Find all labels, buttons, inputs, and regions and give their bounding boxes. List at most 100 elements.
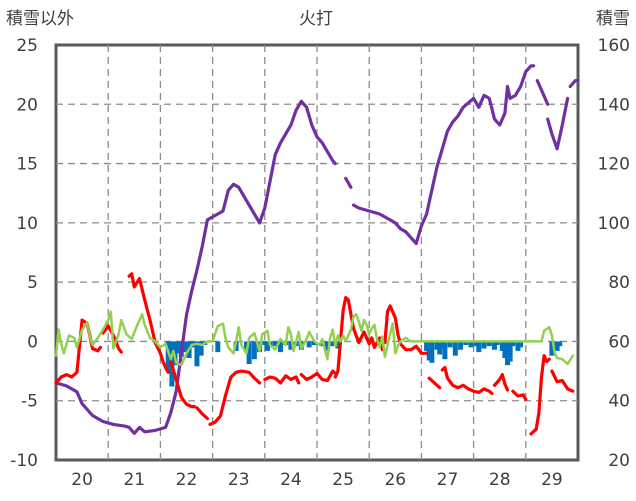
snowfall-bar [174,341,180,354]
snowfall-bar [442,341,448,360]
snowfall-bar [518,341,524,348]
snowfall-bar [481,341,487,349]
snowfall-bar [473,341,479,347]
snowfall-bar [557,341,563,347]
x-tick-label: 24 [280,470,302,490]
x-tick-label: 23 [228,470,250,490]
snowfall-bar [468,341,474,348]
series-1-line [169,360,196,409]
right-axis-label: 積雪 [596,9,630,29]
snowfall-bar [505,341,511,366]
snowfall-bar [426,341,432,361]
series-1-line [427,376,442,390]
x-tick-label: 29 [541,470,563,490]
series-1-line [529,354,551,436]
snowfall-bar [194,341,200,367]
left-tick-label: -5 [21,392,38,412]
snowfall-bar [491,341,497,350]
snowfall-bar [288,341,294,350]
series-2-line [54,310,575,367]
series-1-line [550,369,575,393]
tick-labels: 25 20 15 10 5 0 -5 -10 160 140 120 100 80 60 40 20 20 21 2… [10,36,630,490]
snowfall-bar [311,341,317,345]
left-axis-label: 積雪以外 [6,9,74,29]
snowfall-bar [215,341,221,353]
x-tick-label: 21 [123,470,145,490]
snowfall-bar [429,341,435,363]
series-0-line [54,99,337,435]
right-tick-label: 160 [598,36,630,56]
series-0-line [344,176,353,189]
series-0-line [546,96,570,151]
right-tick-label: 60 [608,332,630,352]
snowfall-bar [486,341,492,347]
snowfall-bar [165,341,171,372]
snowfall-bar [549,341,555,356]
series-0-line [351,64,536,246]
right-tick-label: 20 [608,451,630,471]
snowfall-bar [447,341,453,348]
snowfall-bar [306,341,312,348]
snowfall-bar [437,341,443,355]
snowfall-bar [502,341,508,359]
right-tick-label: 80 [608,273,630,293]
snowfall-bar [277,341,283,353]
snowfall-bar [499,341,505,351]
chart-title: 火打 [299,9,333,29]
grid [56,45,578,460]
snowfall-bar [324,341,330,351]
right-tick-label: 100 [598,214,630,234]
snowfall-bar [452,341,458,356]
series-lines [54,64,580,436]
series-0-line [568,79,580,89]
snowfall-bar [262,341,268,345]
x-tick-label: 28 [489,470,511,490]
x-tick-label: 20 [71,470,93,490]
series-1-line [263,374,301,385]
snowfall-bar [335,341,341,349]
left-tick-label: 20 [16,95,38,115]
right-tick-label: 140 [598,95,630,115]
left-tick-label: 15 [16,155,38,175]
snowfall-bar [507,341,513,362]
snowfall-bar [424,341,430,351]
snowfall-bar [494,341,500,345]
snowfall-bar [182,341,188,353]
snowfall-bar [554,341,560,351]
series-1-line [208,369,262,426]
x-tick-label: 26 [384,470,406,490]
snowfall-bar [515,341,521,351]
snowfall-bar [198,341,204,356]
snowfall-bar [330,341,336,347]
series-1-line [195,406,209,421]
x-tick-label: 25 [332,470,354,490]
snowfall-bar [510,341,516,347]
series-1-line [440,365,494,396]
snowfall-bar [434,341,440,350]
left-tick-label: -10 [10,451,38,471]
snowfall-bar [458,341,464,350]
series-1-line [127,272,170,374]
series-1-line [54,318,102,385]
right-tick-label: 120 [598,155,630,175]
left-tick-label: 5 [27,273,38,293]
snowfall-bar [264,341,270,351]
snowfall-bar [439,341,445,349]
series-1-line [492,373,510,392]
x-tick-label: 22 [176,470,198,490]
series-0-line [535,79,550,106]
snowfall-bar [251,341,257,360]
right-tick-label: 40 [608,392,630,412]
series-1-line [511,389,528,402]
left-tick-label: 25 [16,36,38,56]
snowfall-bar [476,341,482,353]
series-1-line [333,296,384,379]
snowfall-bar [246,341,252,364]
left-tick-label: 10 [16,214,38,234]
series-1-line [299,369,337,383]
snowfall-bar [463,341,469,345]
left-tick-label: 0 [27,332,38,352]
snowfall-bar [272,341,278,347]
x-tick-label: 27 [437,470,459,490]
